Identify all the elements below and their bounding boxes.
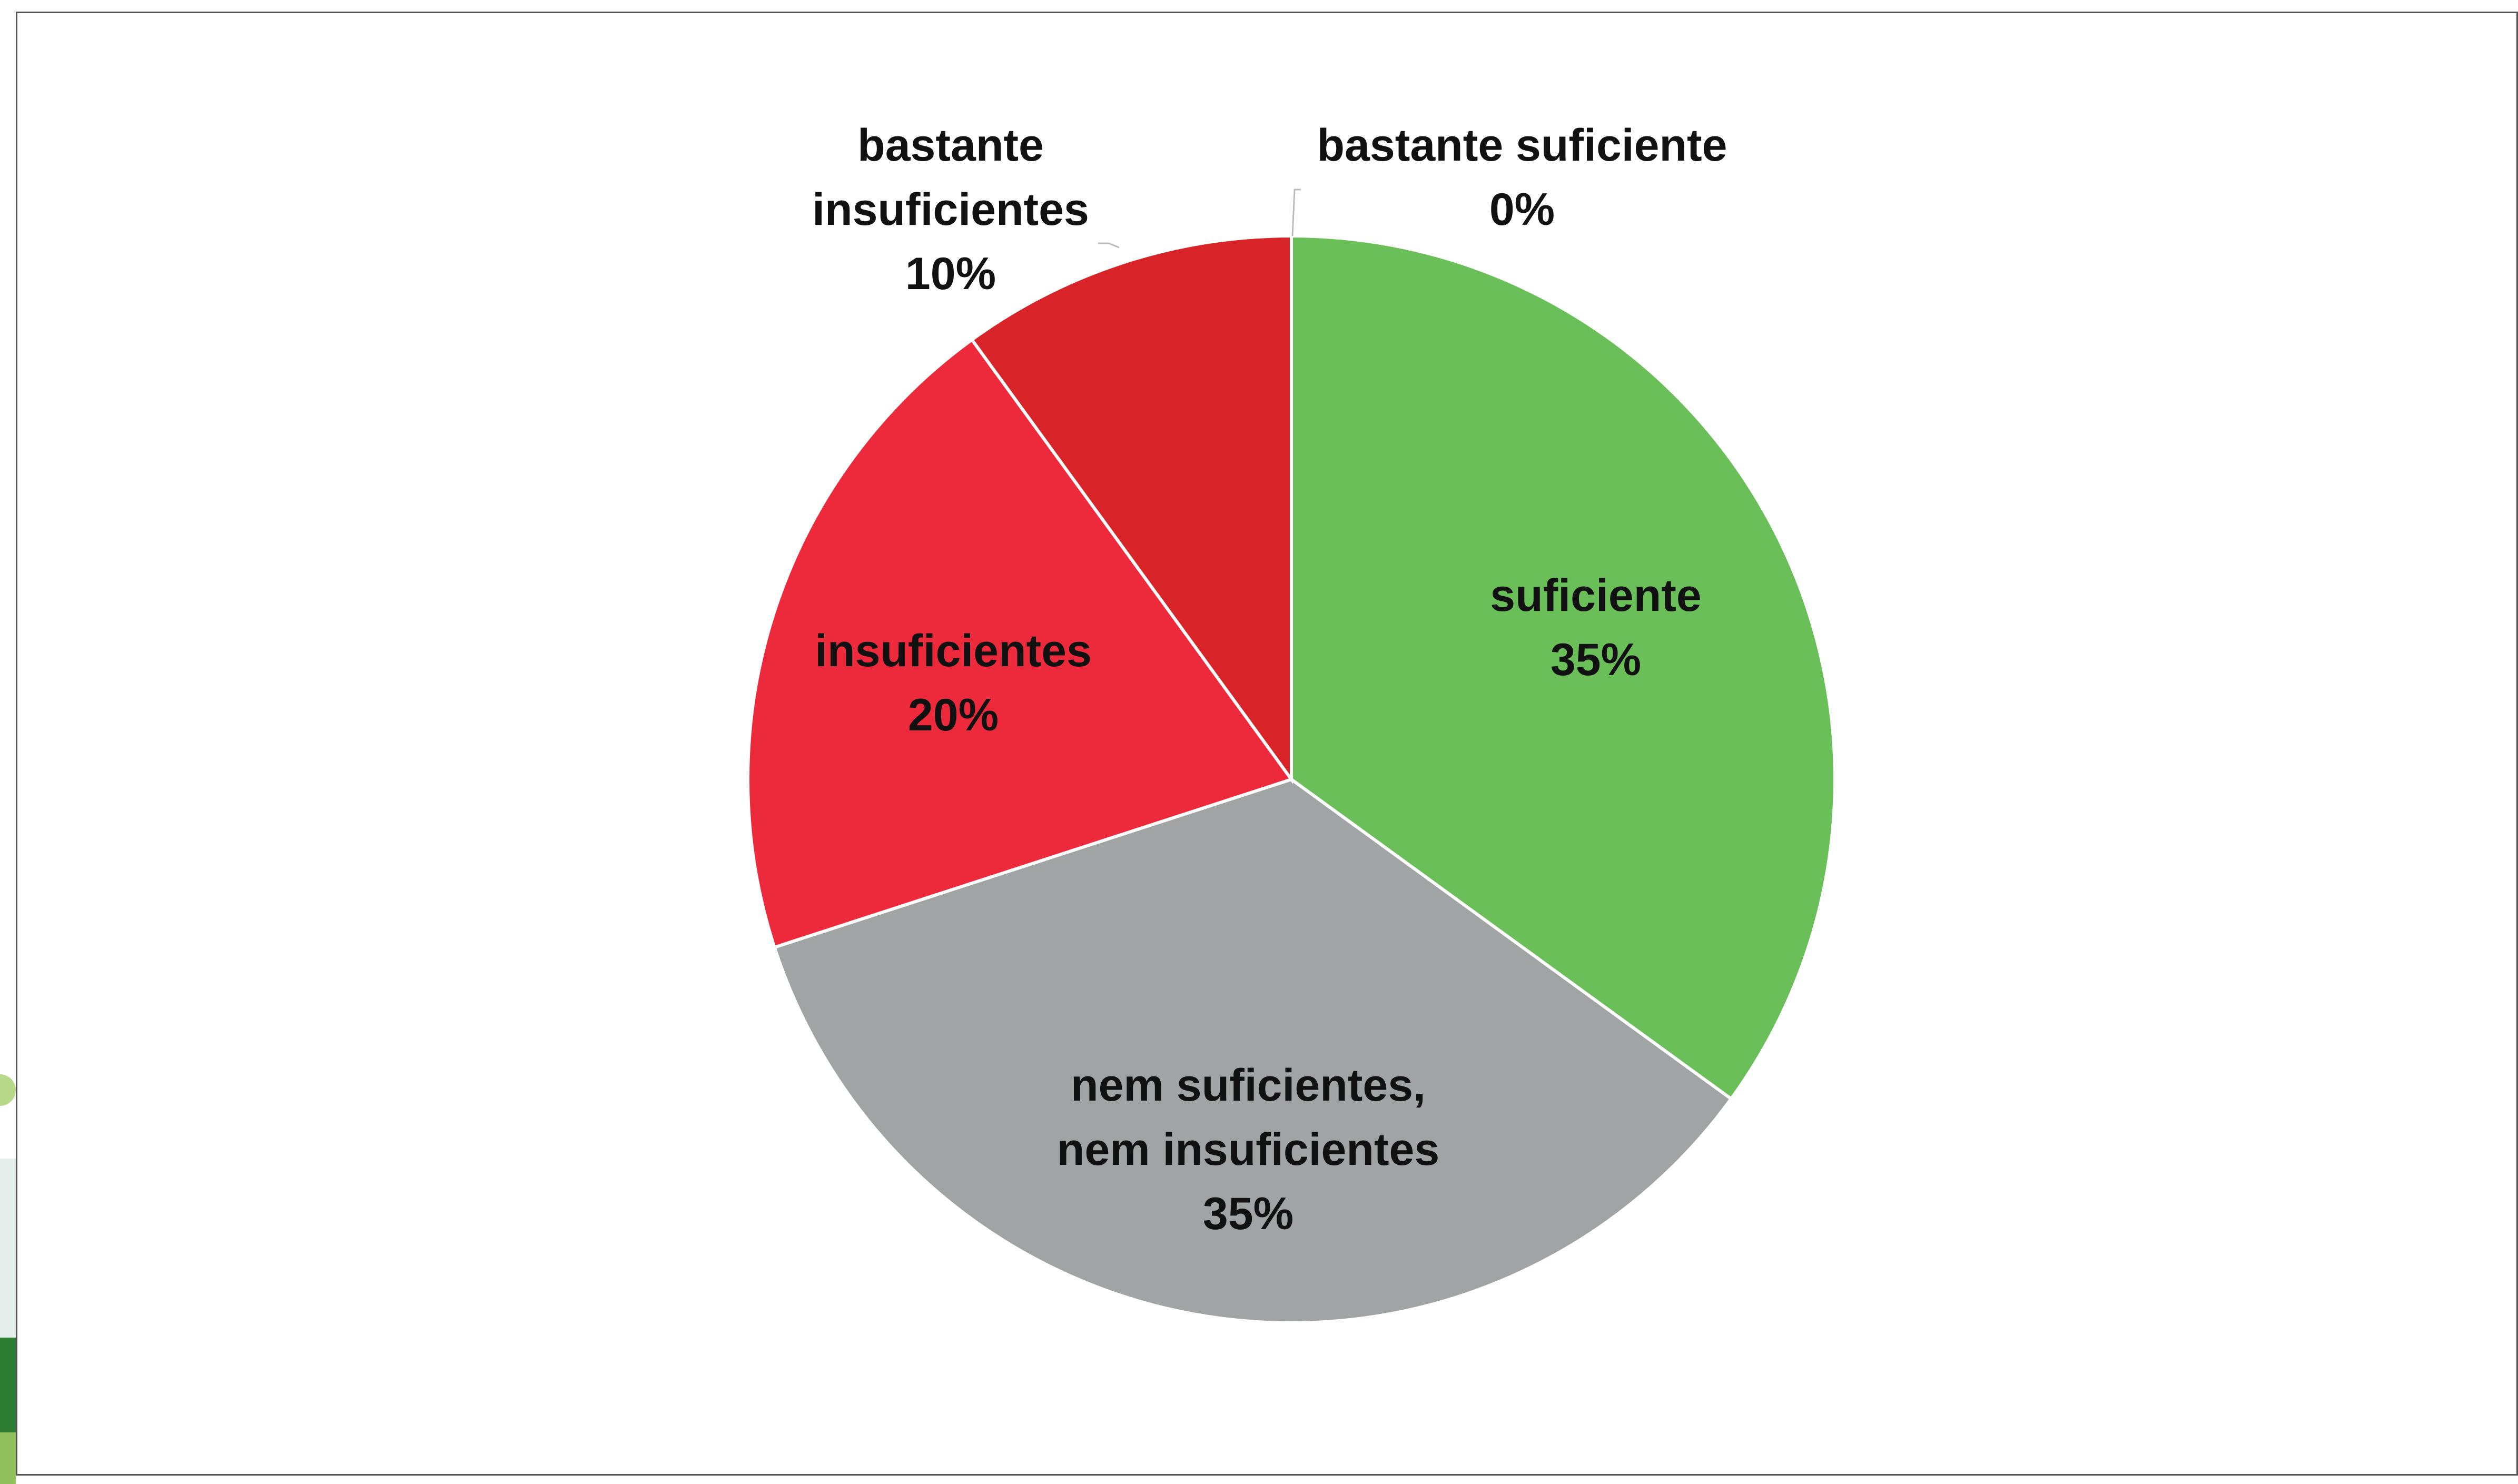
pie-slice-suficiente: [1290, 234, 1836, 1101]
pie-slice-nem-suficientes-nem-insuficientes: [772, 777, 1734, 1324]
data-label-value: 20%: [908, 690, 999, 740]
leader-line: [1098, 242, 1120, 249]
data-label-value: 35%: [1551, 635, 1641, 685]
data-label: bastante insuficientes 10%: [812, 120, 1089, 299]
label-leader-lines: [1098, 189, 1301, 249]
data-label-category: bastante: [857, 120, 1044, 171]
data-label-value: 10%: [905, 249, 996, 299]
pie-slice-bastante-insuficientes: [970, 234, 1293, 785]
data-label-category: suficiente: [1490, 570, 1701, 621]
data-label-value: 0%: [1489, 184, 1555, 235]
data-label: insuficientes 20%: [815, 626, 1092, 740]
data-label-category: bastante suficiente: [1317, 120, 1727, 171]
data-label: bastante suficiente 0%: [1317, 120, 1727, 235]
pie-slices: [746, 234, 1836, 1324]
data-label-category: insuficientes: [812, 184, 1089, 235]
data-label-value: 35%: [1203, 1189, 1293, 1239]
pie-labels: suficiente 35% nem suficientes, nem insufic…: [812, 120, 1727, 1239]
decorative-green-block: [0, 1338, 16, 1432]
data-label-category: nem suficientes,: [1071, 1060, 1426, 1111]
data-label-category: nem insuficientes: [1057, 1124, 1439, 1175]
data-label-category: insuficientes: [815, 626, 1092, 676]
pie-slice-insuficientes: [746, 337, 1294, 949]
decorative-pale-strip: [0, 1159, 16, 1338]
data-label: nem suficientes, nem insuficientes 35%: [1057, 1060, 1439, 1239]
data-label: suficiente 35%: [1490, 570, 1701, 685]
decorative-light-block: [0, 1432, 16, 1484]
leader-line: [1291, 189, 1301, 236]
